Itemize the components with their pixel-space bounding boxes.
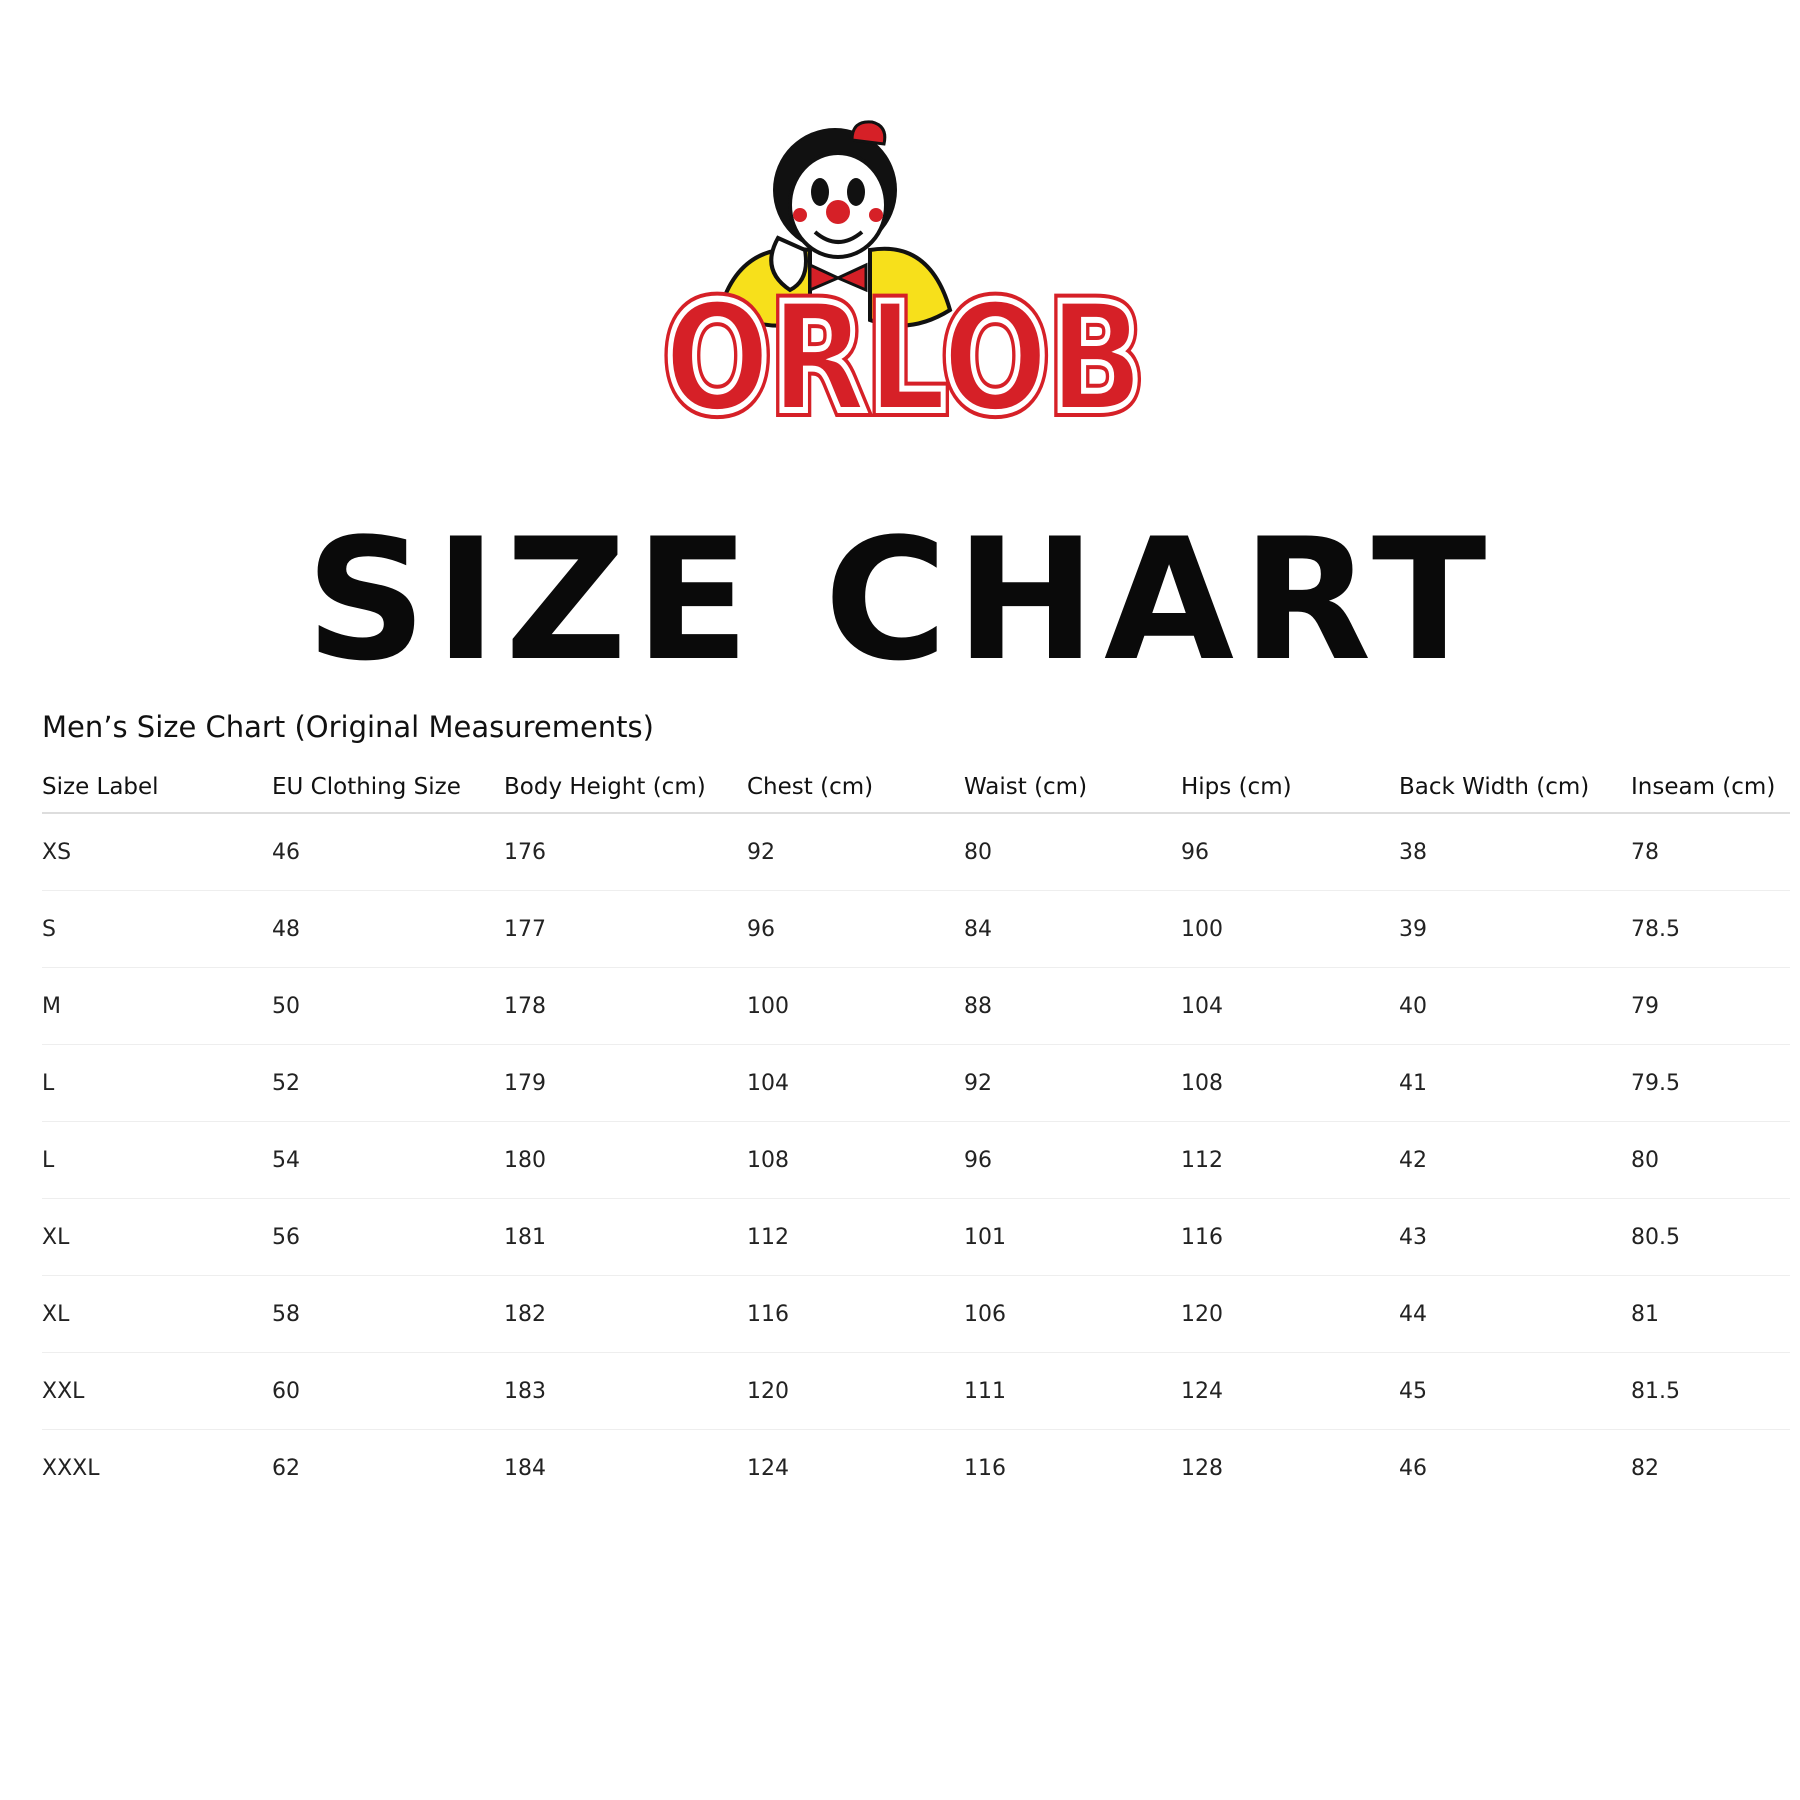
table-cell: 79.5 — [1631, 1044, 1790, 1122]
table-cell: 92 — [964, 1044, 1181, 1122]
table-cell: 43 — [1399, 1198, 1631, 1276]
table-cell: 104 — [1181, 967, 1399, 1045]
table-cell: XL — [42, 1198, 272, 1276]
table-cell: 104 — [747, 1044, 964, 1122]
table-row: L 54 180 108 96 112 42 80 — [42, 1121, 1790, 1199]
table-cell: 46 — [272, 813, 504, 891]
table-cell: 40 — [1399, 967, 1631, 1045]
table-cell: 81.5 — [1631, 1352, 1790, 1430]
table-cell: 177 — [504, 890, 747, 968]
table-cell: S — [42, 890, 272, 968]
table-row: XXL 60 183 120 111 124 45 81.5 — [42, 1352, 1790, 1430]
table-cell: 81 — [1631, 1275, 1790, 1353]
column-header: Size Label — [42, 762, 272, 814]
table-cell: 96 — [1181, 813, 1399, 891]
table-cell: 42 — [1399, 1121, 1631, 1199]
table-row: M 50 178 100 88 104 40 79 — [42, 967, 1790, 1045]
table-cell: 39 — [1399, 890, 1631, 968]
table-cell: 116 — [747, 1275, 964, 1353]
table-cell: XXL — [42, 1352, 272, 1430]
table-row: XXXL 62 184 124 116 128 46 82 — [42, 1430, 1790, 1507]
table-cell: 78.5 — [1631, 890, 1790, 968]
table-cell: 178 — [504, 967, 747, 1045]
svg-text:ORLOB: ORLOB — [664, 272, 1144, 430]
table-cell: 46 — [1399, 1455, 1427, 1481]
table-cell: 96 — [964, 1121, 1181, 1199]
column-header: Body Height (cm) — [504, 762, 747, 814]
table-cell: 62 — [272, 1455, 300, 1481]
table-cell: 84 — [964, 890, 1181, 968]
table-cell: 56 — [272, 1198, 504, 1276]
table-cell: 54 — [272, 1121, 504, 1199]
table-cell: 45 — [1399, 1352, 1631, 1430]
orlob-wordmark: ORLOB ORLOB — [660, 265, 1150, 430]
table-cell: 112 — [1181, 1121, 1399, 1199]
svg-text:ORLOB: ORLOB — [664, 272, 1144, 430]
table-cell: 38 — [1399, 813, 1631, 891]
table-cell: 80 — [1631, 1121, 1790, 1199]
table-cell: 112 — [747, 1198, 964, 1276]
table-cell: 48 — [272, 890, 504, 968]
table-cell: 120 — [1181, 1275, 1399, 1353]
table-cell: L — [42, 1121, 272, 1199]
table-cell: XS — [42, 813, 272, 891]
orlob-clown-logo: ORLOB ORLOB — [660, 120, 1150, 430]
table-cell: 101 — [964, 1198, 1181, 1276]
table-cell: 52 — [272, 1044, 504, 1122]
column-header: Waist (cm) — [964, 762, 1181, 814]
table-cell: 181 — [504, 1198, 747, 1276]
table-cell: 82 — [1631, 1455, 1659, 1481]
table-cell: 124 — [1181, 1352, 1399, 1430]
table-cell: 179 — [504, 1044, 747, 1122]
table-cell: 58 — [272, 1275, 504, 1353]
table-row: L 52 179 104 92 108 41 79.5 — [42, 1044, 1790, 1122]
table-row: S 48 177 96 84 100 39 78.5 — [42, 890, 1790, 968]
table-row: XL 56 181 112 101 116 43 80.5 — [42, 1198, 1790, 1276]
table-cell: 183 — [504, 1352, 747, 1430]
table-cell: 108 — [747, 1121, 964, 1199]
table-cell: 100 — [1181, 890, 1399, 968]
column-header: Inseam (cm) — [1631, 762, 1790, 814]
table-cell: 116 — [964, 1455, 1006, 1481]
table-row: XS 46 176 92 80 96 38 78 — [42, 813, 1790, 891]
table-cell: 180 — [504, 1121, 747, 1199]
table-cell: 108 — [1181, 1044, 1399, 1122]
column-header: EU Clothing Size — [272, 762, 504, 814]
column-header: Hips (cm) — [1181, 762, 1399, 814]
table-cell: 44 — [1399, 1275, 1631, 1353]
table-cell: XXXL — [42, 1455, 100, 1481]
table-row: XL 58 182 116 106 120 44 81 — [42, 1275, 1790, 1353]
table-cell: 92 — [747, 813, 964, 891]
table-cell: XL — [42, 1275, 272, 1353]
table-cell: 41 — [1399, 1044, 1631, 1122]
table-cell: 60 — [272, 1352, 504, 1430]
table-cell: 111 — [964, 1352, 1181, 1430]
table-cell: 176 — [504, 813, 747, 891]
table-cell: 96 — [747, 890, 964, 968]
size-chart-table: Size Label EU Clothing Size Body Height (c… — [42, 762, 1790, 1506]
column-header: Chest (cm) — [747, 762, 964, 814]
table-cell: 124 — [747, 1455, 789, 1481]
table-cell: 88 — [964, 967, 1181, 1045]
table-cell: L — [42, 1044, 272, 1122]
table-cell: M — [42, 967, 272, 1045]
table-cell: 116 — [1181, 1198, 1399, 1276]
clown-mascot-icon — [717, 120, 953, 328]
table-header-row: Size Label EU Clothing Size Body Height (c… — [42, 762, 1790, 814]
table-cell: 106 — [964, 1275, 1181, 1353]
table-cell: 128 — [1181, 1455, 1223, 1481]
table-cell: 120 — [747, 1352, 964, 1430]
column-header: Back Width (cm) — [1399, 762, 1631, 814]
table-cell: 50 — [272, 967, 504, 1045]
table-cell: 100 — [747, 967, 964, 1045]
table-cell: 78 — [1631, 813, 1790, 891]
table-cell: 79 — [1631, 967, 1790, 1045]
table-cell: 80 — [964, 813, 1181, 891]
table-cell: 182 — [504, 1275, 747, 1353]
table-cell: 80.5 — [1631, 1198, 1790, 1276]
table-subtitle: Men’s Size Chart (Original Measurements) — [42, 710, 654, 744]
page-title: SIZE CHART — [305, 502, 1495, 698]
table-cell: 184 — [504, 1455, 546, 1481]
